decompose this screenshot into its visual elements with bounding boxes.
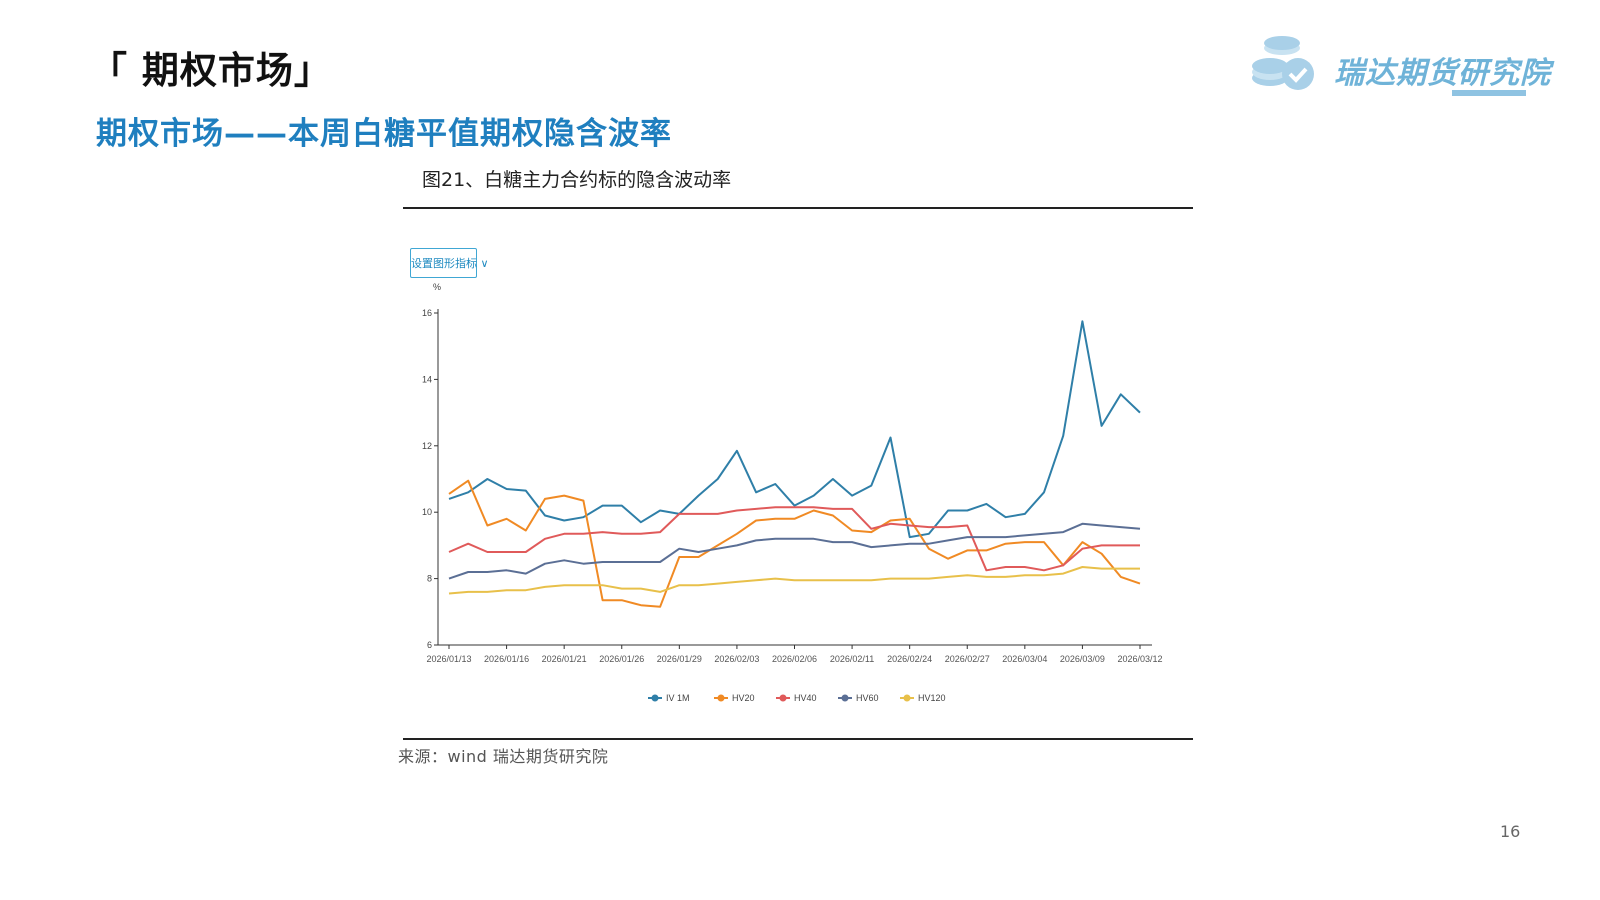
x-tick-label: 2026/02/27 (945, 654, 990, 664)
y-unit-label: % (433, 282, 441, 292)
coins-logo-icon (1252, 36, 1314, 90)
y-tick-label: 16 (422, 308, 432, 318)
logo-underline (1452, 90, 1526, 96)
y-tick-label: 12 (422, 441, 432, 451)
series-line-hv60 (448, 522, 1141, 580)
slide-subtitle: 期权市场——本周白糖平值期权隐含波率 (96, 116, 672, 152)
x-tick-label: 2026/01/21 (542, 654, 587, 664)
company-logo: 瑞达期货研究院 (1248, 30, 1550, 102)
x-tick-label: 2026/02/06 (772, 654, 817, 664)
series-line-iv-1m (448, 320, 1141, 539)
x-tick-label: 2026/02/03 (714, 654, 759, 664)
page-number: 16 (1500, 822, 1521, 841)
y-tick-label: 10 (422, 507, 432, 517)
section-title: 「 期权市场」 (90, 49, 332, 92)
x-tick-label: 2026/01/16 (484, 654, 529, 664)
figure-caption: 图21、白糖主力合约标的隐含波动率 (422, 169, 732, 191)
x-tick-label: 2026/01/13 (426, 654, 471, 664)
y-tick-label: 8 (427, 574, 432, 584)
y-tick-label: 14 (422, 374, 432, 384)
x-tick-label: 2026/03/12 (1117, 654, 1162, 664)
legend-item-hv120-label: HV120 (918, 693, 946, 703)
chart-axes: % 6 8 10 12 14 16 2026/01/13 2026/01/16 2026/01/2… (422, 282, 1163, 664)
chart-series (448, 320, 1141, 608)
data-source: 来源：wind 瑞达期货研究院 (398, 747, 609, 766)
set-indicator-button[interactable]: 设置图形指标 ∨ (410, 248, 489, 278)
legend-item-hv40-label: HV40 (794, 693, 817, 703)
legend-item-iv-1m-marker (651, 694, 659, 702)
series-line-hv120 (448, 566, 1140, 595)
x-tick-label: 2026/03/09 (1060, 654, 1105, 664)
legend-item-hv40-marker (779, 694, 787, 702)
legend-item-hv20-label: HV20 (732, 693, 755, 703)
x-tick-label: 2026/02/24 (887, 654, 932, 664)
series-line-hv20 (448, 479, 1141, 608)
legend-item-iv-1m-label: IV 1M (666, 693, 690, 703)
x-tick-label: 2026/01/26 (599, 654, 644, 664)
x-tick-label: 2026/01/29 (657, 654, 702, 664)
bottom-rule (403, 738, 1193, 740)
x-tick-label: 2026/02/11 (830, 654, 874, 664)
legend-item-hv60-marker (841, 694, 849, 702)
x-tick-label: 2026/03/04 (1002, 654, 1047, 664)
top-rule (403, 207, 1193, 209)
series-line-hv40 (448, 506, 1140, 572)
legend-item-hv120-marker (903, 694, 911, 702)
y-tick-label: 6 (427, 640, 432, 650)
chart-legend: IV 1M HV20 HV40 HV60 HV120 (648, 693, 946, 703)
legend-item-hv60-label: HV60 (856, 693, 879, 703)
logo-text: 瑞达期货研究院 (1334, 56, 1551, 91)
legend-item-hv20-marker (717, 694, 725, 702)
